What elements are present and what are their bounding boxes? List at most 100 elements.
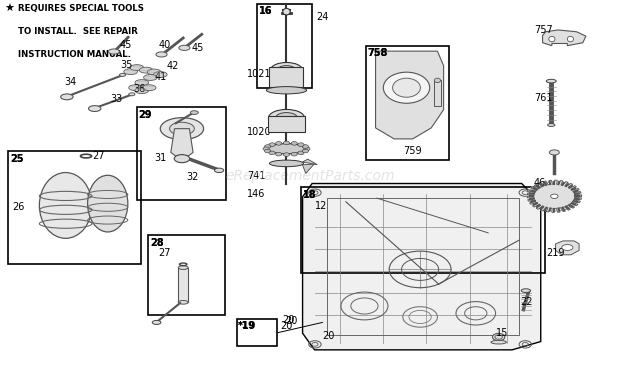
Text: 32: 32 (186, 172, 198, 182)
Text: 40: 40 (159, 40, 171, 50)
Bar (366, 46, 449, 160)
Bar (435, 80, 441, 106)
Ellipse shape (521, 289, 531, 292)
Ellipse shape (124, 69, 138, 75)
Ellipse shape (535, 185, 574, 208)
Polygon shape (303, 164, 314, 174)
Text: 26: 26 (12, 202, 24, 212)
Text: *19: *19 (238, 321, 257, 331)
Text: 20: 20 (285, 316, 298, 326)
Circle shape (291, 142, 298, 145)
Ellipse shape (567, 36, 574, 42)
Text: eReplacementParts.com: eReplacementParts.com (225, 169, 395, 183)
Bar (8, 150, 141, 264)
Ellipse shape (130, 65, 144, 70)
Bar (327, 198, 519, 335)
Text: 46: 46 (534, 178, 546, 189)
Circle shape (283, 141, 290, 145)
Circle shape (291, 152, 298, 156)
Ellipse shape (179, 45, 190, 50)
Circle shape (265, 145, 271, 148)
Text: 33: 33 (111, 94, 123, 104)
Ellipse shape (276, 113, 298, 123)
Polygon shape (556, 241, 579, 255)
Text: 18: 18 (303, 190, 316, 200)
Circle shape (298, 143, 304, 146)
Ellipse shape (178, 266, 188, 269)
Ellipse shape (495, 335, 502, 339)
Ellipse shape (277, 66, 296, 75)
Ellipse shape (61, 94, 73, 100)
Text: 20: 20 (322, 331, 335, 341)
Ellipse shape (491, 340, 507, 344)
Text: 45: 45 (120, 40, 132, 50)
Text: INSTRUCTION MANUAL.: INSTRUCTION MANUAL. (18, 50, 131, 59)
Bar (137, 107, 226, 200)
Ellipse shape (153, 320, 161, 324)
Ellipse shape (170, 122, 194, 135)
Text: *19: *19 (238, 321, 255, 330)
Ellipse shape (154, 72, 167, 77)
Text: 29: 29 (139, 110, 152, 120)
Ellipse shape (190, 111, 198, 115)
Polygon shape (527, 180, 582, 212)
Text: 758: 758 (368, 48, 388, 58)
Text: 741: 741 (247, 171, 265, 181)
Ellipse shape (156, 52, 167, 57)
Text: 41: 41 (154, 72, 166, 83)
Ellipse shape (383, 72, 430, 103)
Text: 28: 28 (150, 237, 164, 248)
Text: 757: 757 (534, 25, 552, 35)
Ellipse shape (174, 155, 190, 163)
Ellipse shape (215, 168, 224, 172)
Ellipse shape (144, 75, 157, 80)
Polygon shape (303, 159, 317, 165)
Ellipse shape (148, 69, 161, 75)
Text: 761: 761 (534, 92, 552, 103)
Text: 1021: 1021 (247, 69, 272, 79)
Ellipse shape (140, 67, 153, 73)
Circle shape (265, 149, 271, 153)
Text: 36: 36 (134, 84, 146, 94)
Text: 42: 42 (167, 61, 179, 71)
Text: 18: 18 (303, 190, 316, 200)
Text: 219: 219 (546, 248, 565, 258)
Bar (178, 268, 188, 302)
Circle shape (275, 142, 281, 145)
Circle shape (275, 152, 281, 156)
Ellipse shape (492, 333, 505, 341)
Ellipse shape (135, 80, 149, 86)
Ellipse shape (39, 172, 92, 238)
Ellipse shape (161, 118, 203, 139)
Text: 12: 12 (315, 201, 327, 211)
Bar (301, 187, 545, 273)
Text: 34: 34 (64, 77, 77, 87)
Ellipse shape (268, 109, 304, 126)
Text: 24: 24 (316, 12, 329, 22)
Polygon shape (171, 129, 193, 156)
Text: 25: 25 (11, 153, 24, 164)
Ellipse shape (270, 160, 304, 167)
Text: 20: 20 (282, 315, 294, 325)
Ellipse shape (87, 175, 128, 232)
Circle shape (263, 147, 269, 150)
Ellipse shape (562, 244, 573, 250)
Polygon shape (542, 30, 586, 46)
Circle shape (298, 151, 304, 155)
Ellipse shape (129, 85, 143, 91)
Ellipse shape (551, 194, 558, 199)
Bar (257, 4, 312, 88)
Ellipse shape (542, 189, 566, 203)
Text: 31: 31 (154, 153, 166, 163)
Text: 28: 28 (150, 237, 164, 248)
Text: 759: 759 (403, 146, 422, 156)
Text: 25: 25 (11, 153, 24, 164)
Ellipse shape (135, 88, 149, 94)
Circle shape (283, 153, 290, 156)
Ellipse shape (435, 78, 441, 83)
Ellipse shape (267, 87, 307, 94)
Text: 16: 16 (259, 6, 273, 16)
Ellipse shape (547, 124, 555, 127)
Ellipse shape (143, 85, 156, 91)
Circle shape (269, 143, 275, 146)
